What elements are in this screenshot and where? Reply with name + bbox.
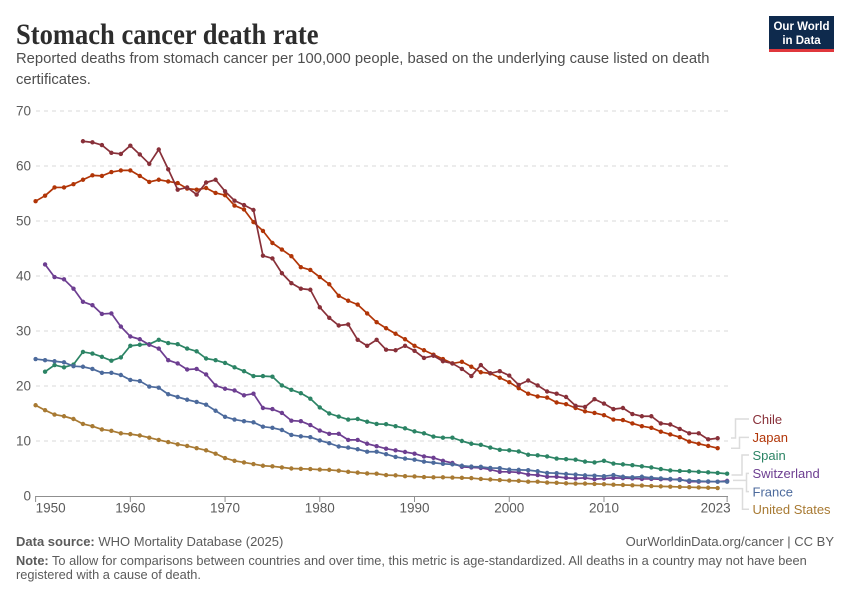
svg-text:50: 50 (16, 214, 31, 229)
svg-text:2023: 2023 (701, 501, 731, 516)
svg-text:1990: 1990 (399, 501, 429, 516)
svg-text:70: 70 (16, 104, 31, 119)
svg-text:30: 30 (16, 324, 31, 339)
svg-text:Chile: Chile (753, 412, 783, 427)
svg-text:1980: 1980 (305, 501, 335, 516)
svg-text:1970: 1970 (210, 501, 240, 516)
svg-text:Japan: Japan (753, 430, 788, 445)
svg-text:2010: 2010 (589, 501, 619, 516)
svg-text:20: 20 (16, 379, 31, 394)
svg-text:United States: United States (753, 502, 832, 517)
svg-text:2000: 2000 (494, 501, 524, 516)
svg-text:10: 10 (16, 434, 31, 449)
svg-text:60: 60 (16, 159, 31, 174)
svg-text:40: 40 (16, 269, 31, 284)
svg-text:1960: 1960 (115, 501, 145, 516)
svg-text:Spain: Spain (753, 448, 786, 463)
svg-text:1950: 1950 (36, 501, 66, 516)
svg-text:France: France (753, 484, 793, 499)
svg-text:0: 0 (23, 489, 31, 504)
svg-text:Switzerland: Switzerland (753, 466, 820, 481)
